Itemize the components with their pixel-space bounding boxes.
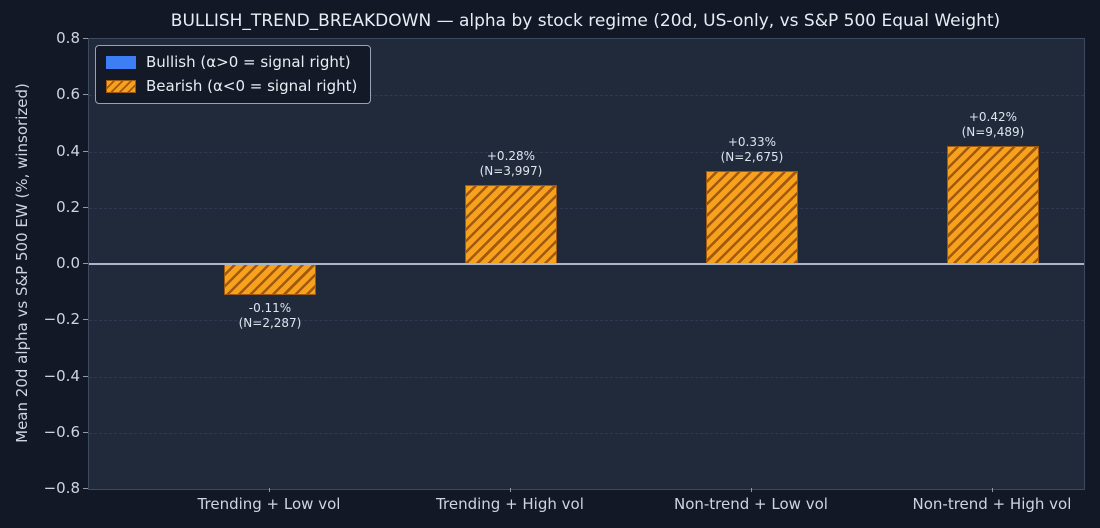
bar-annotation-non-trend-low-vol: +0.33% (N=2,675)	[677, 135, 827, 165]
x-tick-label-non-trend-high-vol: Non-trend + High vol	[912, 495, 1072, 513]
x-tick-mark	[991, 488, 993, 492]
x-tick-label-trending-high-vol: Trending + High vol	[436, 495, 584, 513]
bar-count-label: (N=2,287)	[238, 315, 302, 330]
legend-swatch-bearish	[106, 79, 136, 93]
y-tick-mark	[83, 38, 88, 39]
zero-line	[89, 263, 1084, 265]
y-tick-label: −0.8	[43, 479, 80, 497]
y-tick-label: 0.8	[56, 29, 80, 47]
gridline	[89, 432, 1084, 434]
y-tick-label: 0.4	[56, 141, 80, 160]
bar-count-label: (N=9,489)	[961, 124, 1025, 139]
legend-item-bearish: Bearish (α<0 = signal right)	[106, 77, 357, 95]
bar-non-trend-high-vol	[946, 145, 1039, 264]
y-tick-label: −0.6	[43, 422, 80, 441]
bar-value-label: -0.11%	[248, 300, 292, 315]
gridline	[89, 376, 1084, 378]
x-tick-mark	[268, 488, 270, 492]
gridline	[89, 320, 1084, 322]
y-tick-mark	[83, 319, 88, 321]
bar-value-label: +0.28%	[486, 149, 536, 164]
y-tick-label: −0.2	[43, 310, 80, 329]
bar-value-label: +0.33%	[727, 135, 777, 150]
legend-label-bullish: Bullish (α>0 = signal right)	[146, 53, 351, 71]
legend: Bullish (α>0 = signal right) Bearish (α<…	[95, 45, 372, 104]
x-tick-label-non-trend-low-vol: Non-trend + Low vol	[673, 495, 828, 513]
y-tick-label: 0.0	[56, 254, 80, 272]
plot-area: Bullish (α>0 = signal right) Bearish (α<…	[88, 38, 1085, 490]
y-tick-label: 0.6	[56, 85, 80, 104]
gridline	[89, 151, 1084, 153]
y-tick-label: 0.2	[56, 197, 80, 216]
bar-non-trend-low-vol	[705, 171, 798, 264]
legend-swatch-bullish	[106, 55, 136, 69]
gridline	[89, 95, 1084, 97]
gridline	[89, 207, 1084, 209]
bar-annotation-non-trend-high-vol: +0.42% (N=9,489)	[918, 110, 1068, 140]
x-tick-mark	[509, 488, 511, 492]
y-tick-mark	[83, 206, 88, 208]
y-tick-label: −0.4	[43, 366, 80, 385]
chart-title: BULLISH_TREND_BREAKDOWN — alpha by stock…	[170, 11, 1001, 31]
y-tick-mark	[83, 150, 88, 152]
bar-annotation-trending-low-vol: -0.11% (N=2,287)	[195, 301, 345, 331]
legend-item-bullish: Bullish (α>0 = signal right)	[106, 53, 357, 71]
bar-trending-high-vol	[464, 185, 557, 264]
bar-annotation-trending-high-vol: +0.28% (N=3,997)	[436, 149, 586, 179]
bar-count-label: (N=3,997)	[479, 164, 543, 179]
y-tick-mark	[83, 488, 88, 489]
bar-trending-low-vol	[223, 264, 316, 295]
x-tick-mark	[750, 488, 752, 492]
y-tick-mark	[83, 94, 88, 96]
y-tick-mark	[83, 431, 88, 433]
bar-count-label: (N=2,675)	[720, 150, 784, 165]
y-tick-mark	[83, 263, 88, 264]
x-tick-label-trending-low-vol: Trending + Low vol	[197, 495, 341, 513]
bar-value-label: +0.42%	[968, 109, 1018, 124]
y-tick-mark	[83, 375, 88, 377]
legend-label-bearish: Bearish (α<0 = signal right)	[146, 77, 358, 95]
